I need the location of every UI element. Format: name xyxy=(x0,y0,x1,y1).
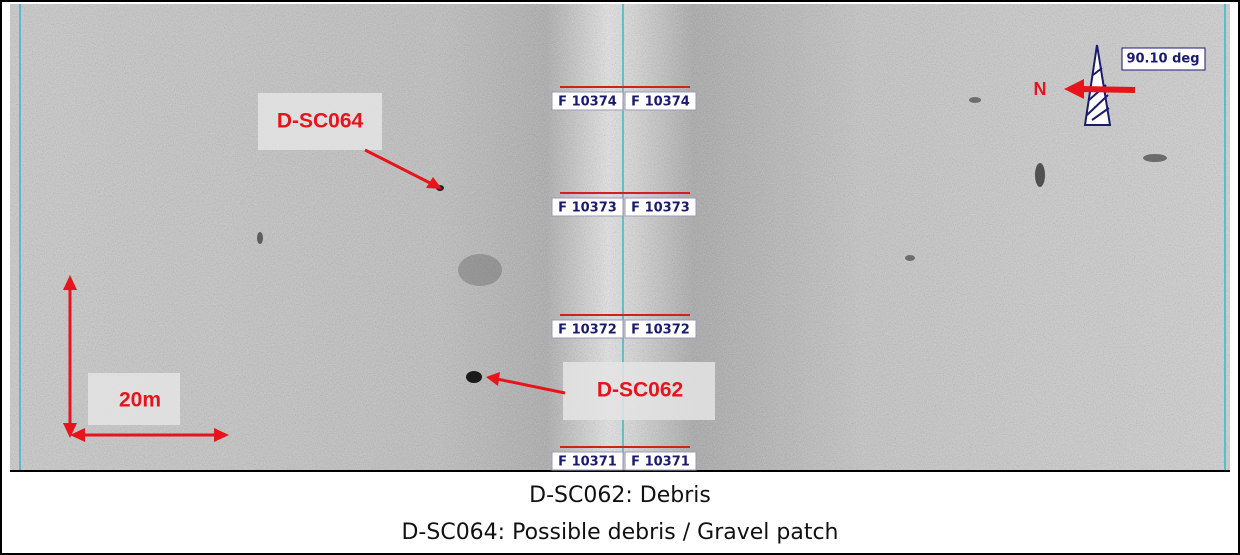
caption-line: D-SC062: Debris xyxy=(529,483,711,508)
scale-bar xyxy=(63,275,229,442)
arrow xyxy=(496,377,566,395)
arrow-head xyxy=(426,177,442,189)
fix-box xyxy=(551,197,624,217)
north-indicator: 90.10 deg N xyxy=(1034,44,1206,126)
fix-box xyxy=(624,319,697,339)
label-box xyxy=(88,373,180,425)
heading-label: 90.10 deg xyxy=(1126,52,1199,67)
fix-label: F 10371 xyxy=(631,455,690,470)
fix-box xyxy=(551,451,624,471)
fix-label: F 10374 xyxy=(558,95,617,110)
target-label: D-SC062 xyxy=(597,379,683,402)
fix-label: F 10373 xyxy=(631,201,690,216)
fix-label: F 10372 xyxy=(558,323,617,338)
fix-label: F 10371 xyxy=(558,455,617,470)
label-box xyxy=(258,93,382,150)
arrow xyxy=(364,148,433,186)
target-label: D-SC064 xyxy=(277,110,364,133)
fix-box xyxy=(624,91,697,111)
caption-line: D-SC064: Possible debris / Gravel patch xyxy=(401,520,838,545)
fix-labels: F 10374 F 10374 F 10373 F 10373 F 10372 F 103… xyxy=(551,86,697,471)
fix-box xyxy=(551,91,624,111)
fix-label: F 10373 xyxy=(558,201,617,216)
fix-box xyxy=(624,197,697,217)
north-label: N xyxy=(1034,79,1047,99)
fix-label: F 10372 xyxy=(631,323,690,338)
fix-label: F 10374 xyxy=(631,95,690,110)
fix-box xyxy=(551,319,624,339)
fix-box xyxy=(624,451,697,471)
label-box xyxy=(563,362,715,420)
scale-label: 20m xyxy=(119,389,161,412)
arrow-head xyxy=(486,372,500,386)
